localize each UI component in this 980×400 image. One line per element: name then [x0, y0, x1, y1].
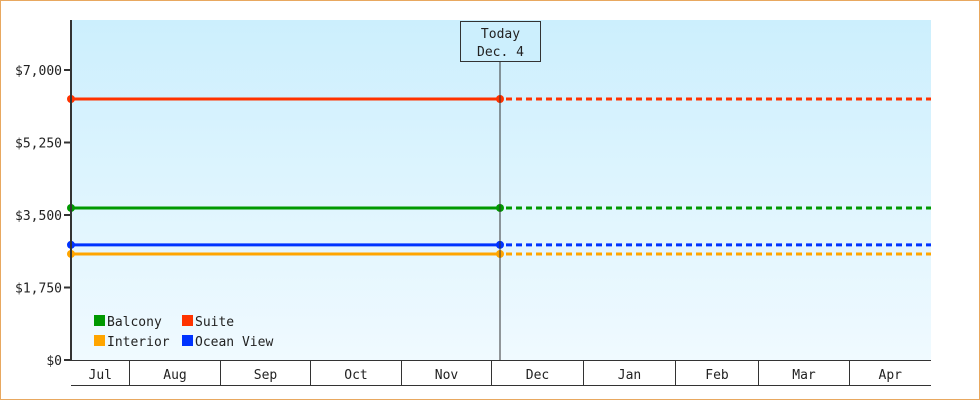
- plot-area: [71, 20, 931, 360]
- x-tick-label: Jul: [89, 368, 112, 383]
- x-tick-label: Mar: [792, 368, 816, 383]
- series-suite: [67, 95, 931, 103]
- x-tick-label: Oct: [344, 368, 367, 383]
- y-tick-label: $1,750: [15, 282, 62, 297]
- today-date: Dec. 4: [477, 45, 524, 60]
- legend: Balcony Suite Interior Ocean View: [94, 315, 273, 350]
- x-tick-label: Nov: [435, 368, 459, 383]
- x-tick-label: Dec: [526, 368, 549, 383]
- y-tick-label: $3,500: [15, 209, 62, 224]
- y-tick-label: $5,250: [15, 137, 62, 152]
- today-label: Today: [481, 27, 520, 42]
- legend-swatch: [182, 315, 193, 326]
- x-tick-label: Sep: [254, 368, 278, 383]
- y-tick-label: $7,000: [15, 64, 62, 79]
- legend-label: Ocean View: [195, 335, 273, 350]
- x-tick-label: Apr: [879, 368, 903, 383]
- today-label-box: [460, 21, 541, 62]
- legend-label: Suite: [195, 315, 234, 330]
- x-tick-label: Aug: [163, 368, 186, 383]
- legend-label: Interior: [107, 335, 170, 350]
- legend-label: Balcony: [107, 315, 162, 330]
- today-marker: Today Dec. 4: [460, 21, 541, 360]
- legend-swatch: [94, 335, 105, 346]
- x-tick-label: Jan: [618, 368, 641, 383]
- legend-swatch: [94, 315, 105, 326]
- x-tick-label: Feb: [705, 368, 729, 383]
- legend-swatch: [182, 335, 193, 346]
- y-tick-label: $0: [46, 354, 62, 369]
